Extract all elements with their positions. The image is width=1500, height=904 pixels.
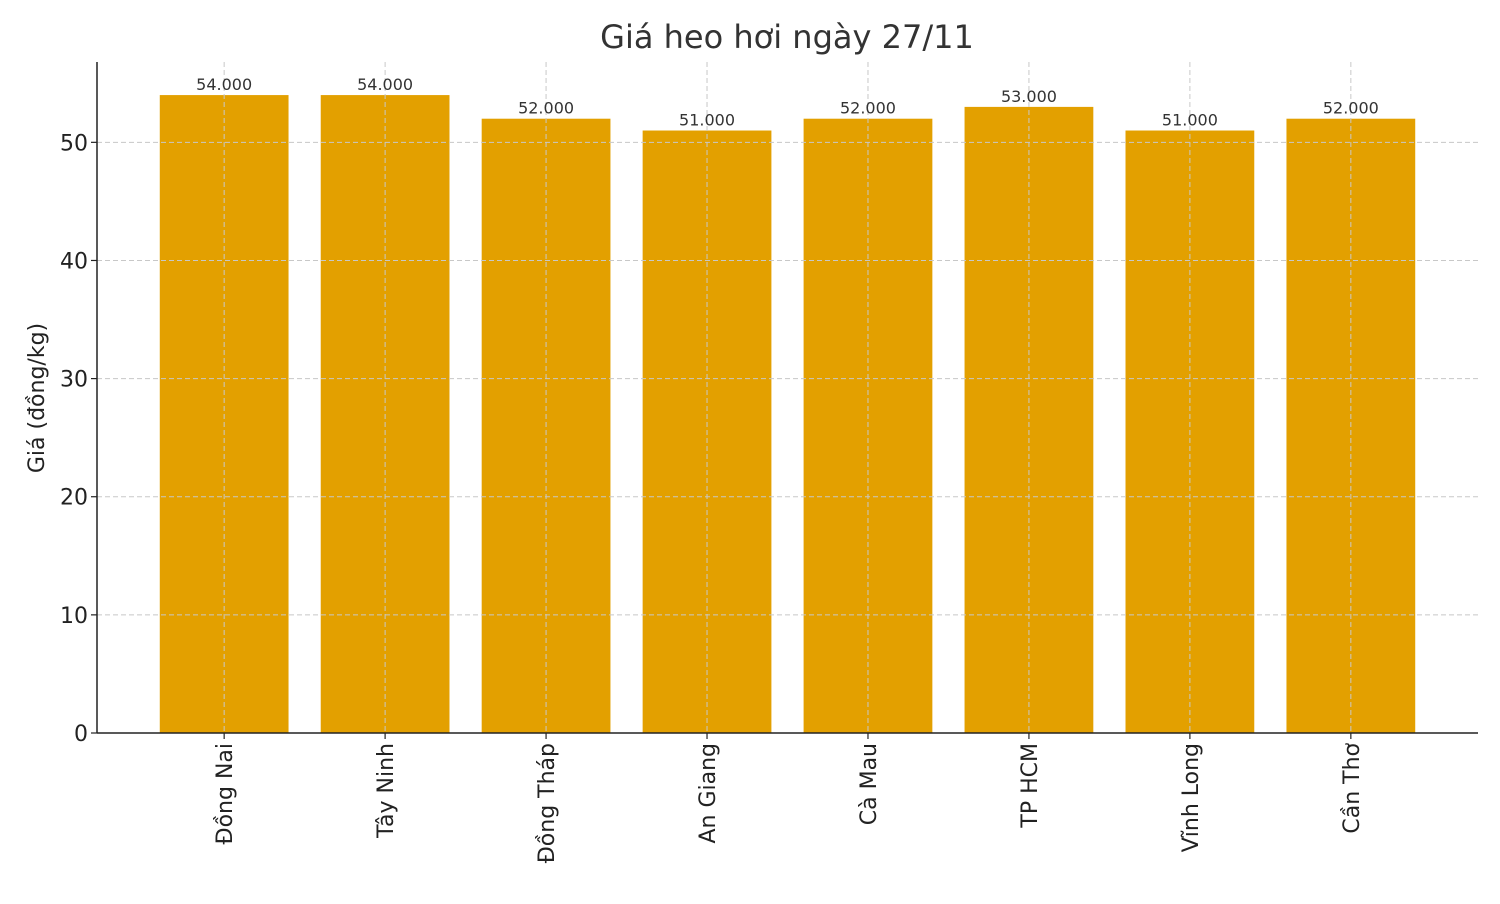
x-tick-label-5: TP HCM	[1018, 743, 1043, 829]
x-tick-label-0: Đồng Nai	[213, 743, 238, 844]
data-label-1: 54.000	[357, 75, 413, 94]
y-tick-label-0: 0	[74, 722, 88, 747]
data-label-3: 51.000	[679, 111, 735, 130]
data-label-6: 51.000	[1162, 111, 1218, 130]
data-label-7: 52.000	[1323, 99, 1379, 118]
data-label-0: 54.000	[196, 75, 252, 94]
x-tick-label-6: Vĩnh Long	[1179, 743, 1204, 852]
x-tick-label-1: Tây Ninh	[374, 743, 399, 839]
bar-5	[964, 106, 1094, 733]
x-tick-label-7: Cần Thơ	[1340, 742, 1365, 833]
data-label-4: 52.000	[840, 99, 896, 118]
y-axis-label: Giá (đồng/kg)	[25, 323, 50, 473]
x-tick-label-2: Đồng Tháp	[535, 743, 560, 863]
x-tick-label-4: Cà Mau	[857, 743, 882, 825]
data-label-2: 52.000	[518, 99, 574, 118]
data-label-5: 53.000	[1001, 87, 1057, 106]
y-tick-label-1: 10	[60, 604, 88, 629]
y-tick-label-5: 50	[60, 131, 88, 156]
y-tick-label-3: 30	[60, 368, 88, 393]
chart-title: Giá heo hơi ngày 27/11	[600, 18, 974, 56]
y-tick-label-2: 20	[60, 486, 88, 511]
x-tick-label-3: An Giang	[696, 743, 721, 844]
y-tick-label-4: 40	[60, 249, 88, 274]
